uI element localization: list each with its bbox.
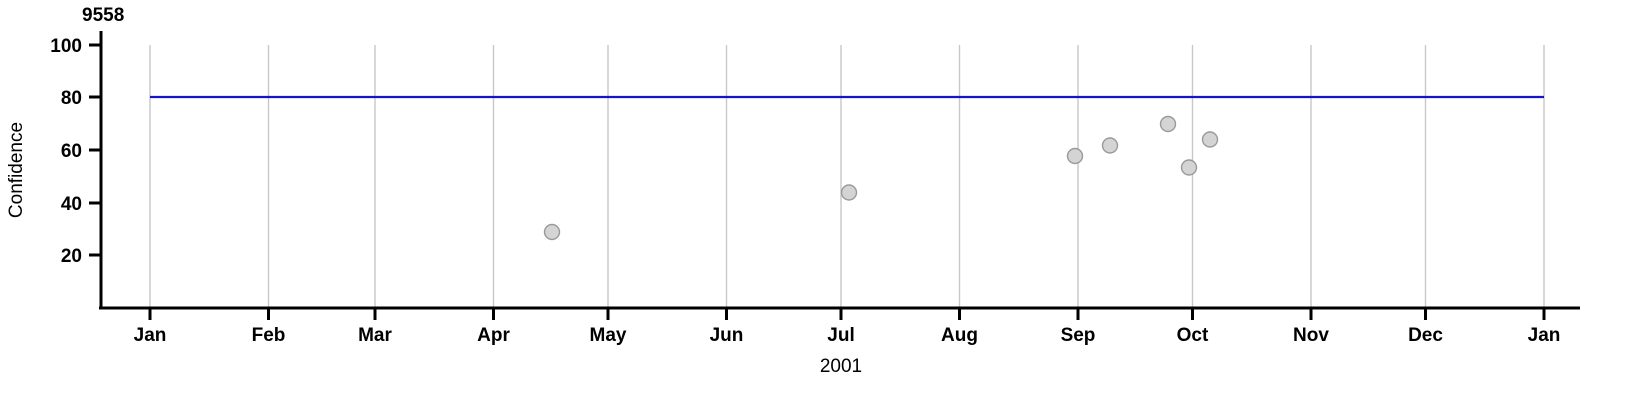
x-tick-label-oct: Oct (1177, 325, 1209, 346)
data-point[interactable] (1101, 137, 1119, 154)
x-tick-label-nov: Nov (1293, 325, 1329, 346)
x-tick-label-mar: Mar (358, 325, 392, 346)
y-tick-label-100: 100 (50, 36, 82, 57)
data-point[interactable] (840, 184, 858, 201)
x-tick-label-feb: Feb (252, 325, 286, 346)
x-tick-label-may: May (590, 325, 627, 346)
vertical-gridlines (149, 45, 1545, 308)
x-tick-label-aug: Aug (941, 325, 978, 346)
x-tick-label-dec: Dec (1408, 325, 1443, 346)
x-tick-label-jul: Jul (827, 325, 854, 346)
y-axis-ticks (89, 43, 101, 257)
data-point[interactable] (1201, 131, 1219, 148)
data-point[interactable] (1159, 115, 1177, 133)
x-tick-label-apr: Apr (477, 325, 510, 346)
x-tick-label-jun: Jun (710, 325, 744, 346)
x-tick-label-jan-2: Jan (1528, 325, 1561, 346)
y-tick-label-40: 40 (61, 194, 82, 215)
y-axis-label: Confidence (6, 122, 27, 218)
data-point[interactable] (1066, 147, 1084, 165)
data-point[interactable] (543, 223, 561, 241)
data-points (543, 115, 1219, 241)
x-axis-tick-labels: Jan Feb Mar Apr May Jun Jul Aug Sep Oct … (134, 325, 1561, 346)
chart-title: 9558 (82, 5, 124, 26)
y-tick-label-20: 20 (61, 246, 82, 267)
x-tick-label-jan-1: Jan (134, 325, 167, 346)
x-axis-ticks (148, 308, 1546, 320)
data-point[interactable] (1180, 159, 1198, 176)
x-axis-label: 2001 (820, 356, 862, 377)
y-tick-label-80: 80 (61, 88, 82, 109)
y-tick-label-60: 60 (61, 141, 82, 162)
x-tick-label-sep: Sep (1061, 325, 1096, 346)
